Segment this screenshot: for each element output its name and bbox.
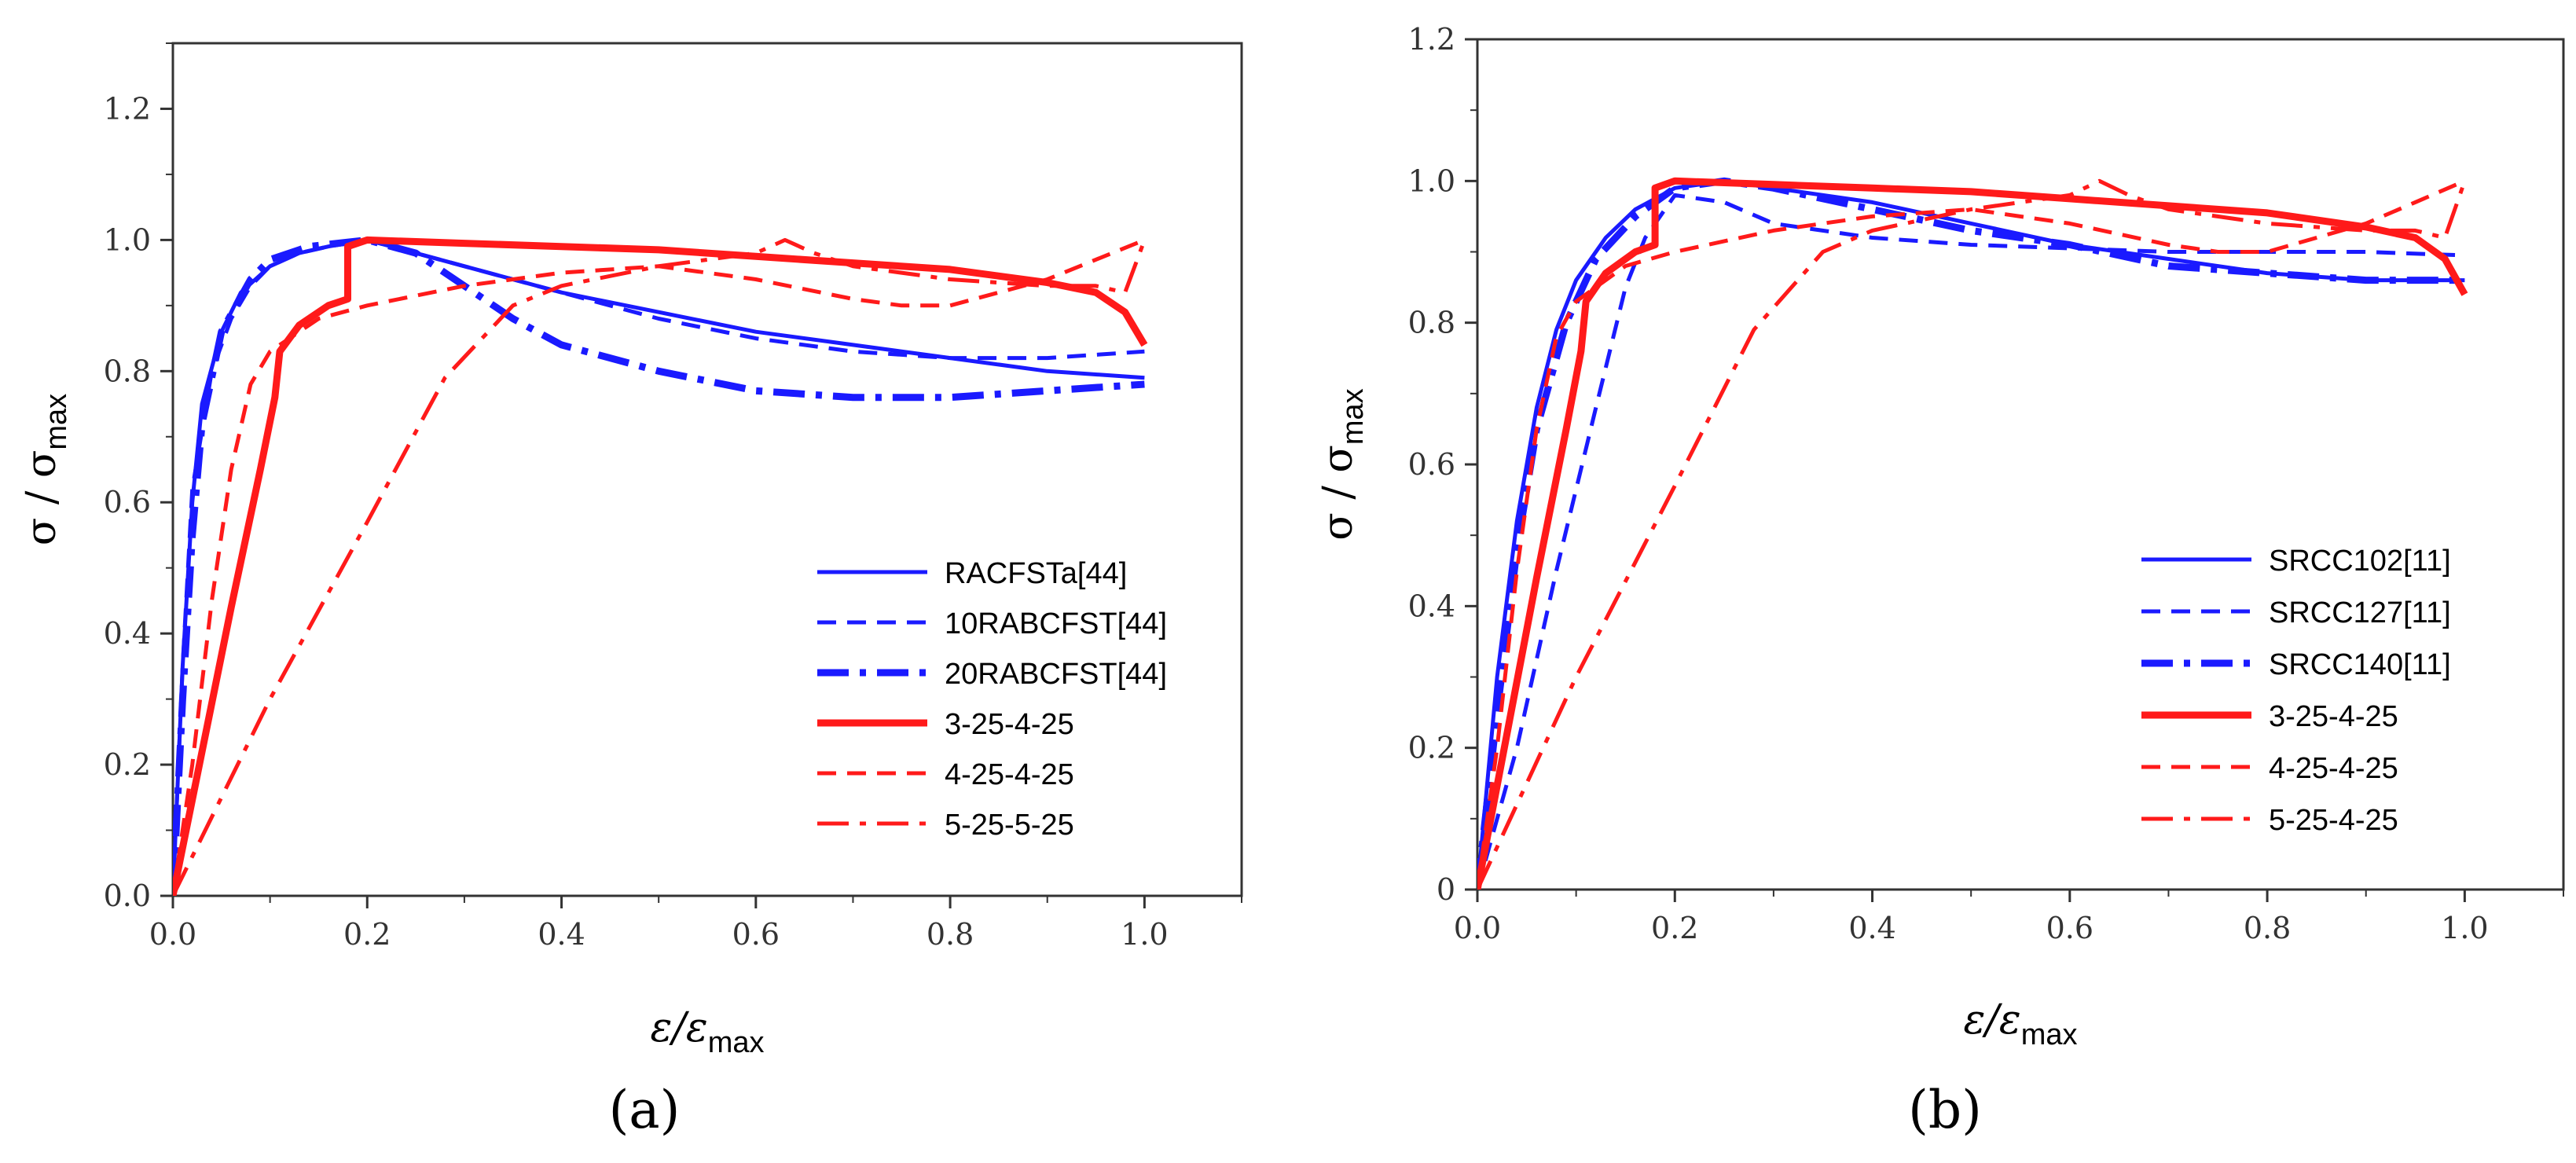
legend: SRCC102[11] SRCC127[11] SRCC140[11] 3-25-4-… [2141, 545, 2451, 837]
series-line-4-25-4-25 [1477, 179, 2466, 890]
x-axis-label: ε/εmax [1963, 996, 2077, 1051]
x-tick-label: 1.0 [2441, 911, 2488, 945]
series-line-3-25-4-25 [173, 236, 1148, 896]
series-line-4-25-4-25 [173, 238, 1146, 896]
legend-label: RACFSTa[44] [945, 557, 1127, 590]
x-tick-label: 0.8 [927, 917, 974, 952]
x-tick-label: 1.0 [1121, 917, 1168, 952]
y-tick-label: 0.4 [1408, 589, 1455, 623]
plot-frame [171, 42, 1243, 897]
series-group [173, 236, 1148, 896]
series-group [1477, 177, 2468, 890]
y-tick-label: 0.8 [1408, 306, 1455, 340]
y-tick-label: 0 [1437, 872, 1455, 907]
x-tick-label: 0.4 [1848, 911, 1895, 945]
legend-label: 4-25-4-25 [945, 758, 1074, 791]
y-tick-label: 0.6 [104, 485, 151, 519]
y-tick-label: 1.2 [104, 91, 151, 126]
series-line-5-25-4-25 [1477, 178, 2467, 890]
y-tick-label: 1.0 [104, 222, 151, 257]
legend-label: SRCC140[11] [2269, 648, 2451, 681]
x-tick-label: 0.8 [2244, 911, 2291, 945]
y-axis-label: σ / σmax [18, 394, 73, 545]
y-axis-label: σ / σmax [1315, 388, 1370, 540]
y-tick-label: 1.2 [1408, 22, 1455, 57]
x-tick-label: 0.2 [1651, 911, 1698, 945]
x-tick-label: 0.0 [149, 917, 196, 952]
chart-a: 0.0 0.2 0.4 0.6 0.8 1.0 0.0 0.2 0.4 0.6 0.8 1.0 1.2 R… [18, 42, 1243, 1140]
x-axis-label: ε/εmax [650, 1004, 764, 1059]
x-tick-label: 0.2 [343, 917, 391, 952]
y-tick-label: 0.8 [104, 354, 151, 388]
y-tick-label: 0.0 [104, 879, 151, 913]
series-line-srcc127-11- [1477, 193, 2465, 890]
series-line-5-25-5-25 [173, 237, 1147, 896]
panel-label: (a) [609, 1080, 681, 1140]
x-tick-label: 0.0 [1454, 911, 1501, 945]
series-line-20rabcfst-44- [173, 236, 1145, 896]
legend-label: SRCC102[11] [2269, 545, 2451, 578]
legend-label: SRCC127[11] [2269, 596, 2451, 629]
legend-label: 20RABCFST[44] [945, 658, 1167, 691]
y-tick-label: 0.2 [104, 747, 151, 782]
y-tick-label: 0.6 [1408, 447, 1455, 482]
legend-label: 3-25-4-25 [2269, 700, 2398, 733]
x-tick-label: 0.4 [538, 917, 585, 952]
legend-label: 3-25-4-25 [945, 708, 1074, 741]
y-tick-label: 0.2 [1408, 731, 1455, 765]
panel-label: (b) [1908, 1080, 1982, 1140]
legend-label: 5-25-4-25 [2269, 804, 2398, 837]
series-line-3-25-4-25 [1477, 177, 2468, 890]
x-tick-label: 0.6 [732, 917, 780, 952]
y-tick-label: 1.0 [1408, 163, 1455, 198]
legend-label: 10RABCFST[44] [945, 607, 1167, 640]
legend-label: 5-25-5-25 [945, 809, 1074, 842]
chart-b: 0.0 0.2 0.4 0.6 0.8 1.0 0 0.2 0.4 0.6 0.8 1.0 1.2 SRC… [1315, 22, 2565, 1140]
x-tick-label: 0.6 [2046, 911, 2093, 945]
legend-label: 4-25-4-25 [2269, 752, 2398, 785]
plot-frame [1476, 38, 2565, 891]
y-tick-label: 0.4 [104, 616, 151, 651]
legend: RACFSTa[44] 10RABCFST[44] 20RABCFST[44] 3-2… [817, 557, 1167, 842]
